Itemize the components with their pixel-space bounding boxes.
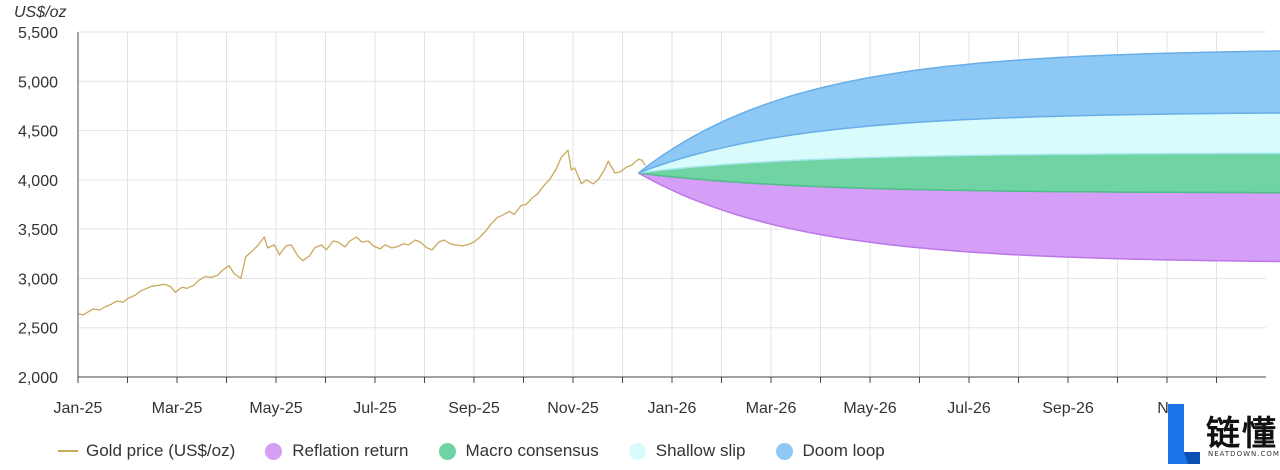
logo-subtext: NEATDOWN.COM (1208, 450, 1280, 458)
y-unit-label: US$/oz (14, 4, 66, 21)
legend-item-reflation[interactable]: Reflation return (265, 441, 409, 461)
gold-price-line (77, 149, 646, 316)
legend-item-gold[interactable]: Gold price (US$/oz) (58, 441, 235, 461)
chart-axes: 2,000 2,500 3,000 3,500 4,000 4,500 5,000 5,500… (18, 25, 1266, 417)
y-tick-label: 4,000 (18, 173, 58, 190)
legend-label-gold: Gold price (US$/oz) (86, 441, 236, 460)
x-tick-label: Sep-26 (1042, 400, 1094, 417)
x-tick-label: Jul-26 (947, 400, 991, 417)
gold-price-series (77, 149, 646, 316)
y-tick-label: 3,500 (18, 222, 58, 239)
scenario-band-doom-loop (637, 50, 1280, 174)
gold-price-chart: 2,000 2,500 3,000 3,500 4,000 4,500 5,000 5,500… (14, 4, 1280, 417)
legend-dot-swatch (775, 442, 793, 460)
y-tick-label: 5,500 (18, 25, 58, 42)
y-tick-label: 2,000 (18, 370, 58, 387)
legend-item-macro[interactable]: Macro consensus (438, 441, 599, 461)
x-tick-label: Jul-25 (353, 400, 397, 417)
legend-item-doom[interactable]: Doom loop (775, 441, 885, 461)
legend-line-swatch (58, 450, 78, 452)
legend-label-shallow: Shallow slip (655, 441, 746, 460)
x-tick-label: Sep-25 (448, 400, 500, 417)
legend-dot-swatch (265, 442, 283, 460)
logo-text: 链懂 (1206, 414, 1278, 454)
y-tick-label: 4,500 (18, 124, 58, 141)
y-tick-label: 5,000 (18, 74, 58, 91)
legend-label-macro: Macro consensus (465, 441, 599, 460)
legend-dot-swatch (628, 442, 646, 460)
legend-item-shallow[interactable]: Shallow slip (628, 441, 746, 461)
y-tick-label: 3,000 (18, 271, 58, 288)
legend-label-reflation: Reflation return (292, 441, 409, 460)
x-tick-label: Jan-25 (54, 400, 103, 417)
chart-legend: Gold price (US$/oz) Reflation return Mac… (58, 441, 915, 461)
l-logo-icon (1168, 404, 1200, 464)
legend-label-doom: Doom loop (802, 441, 885, 460)
x-tick-label: Mar-26 (746, 400, 797, 417)
x-tick-label: May-25 (249, 400, 302, 417)
x-tick-label: Jan-26 (648, 400, 697, 417)
x-tick-label: May-26 (843, 400, 896, 417)
y-tick-label: 2,500 (18, 321, 58, 338)
x-tick-label: Nov-25 (547, 400, 599, 417)
x-tick-label: Mar-25 (152, 400, 203, 417)
scenario-areas (637, 50, 1280, 263)
legend-dot-swatch (438, 442, 456, 460)
